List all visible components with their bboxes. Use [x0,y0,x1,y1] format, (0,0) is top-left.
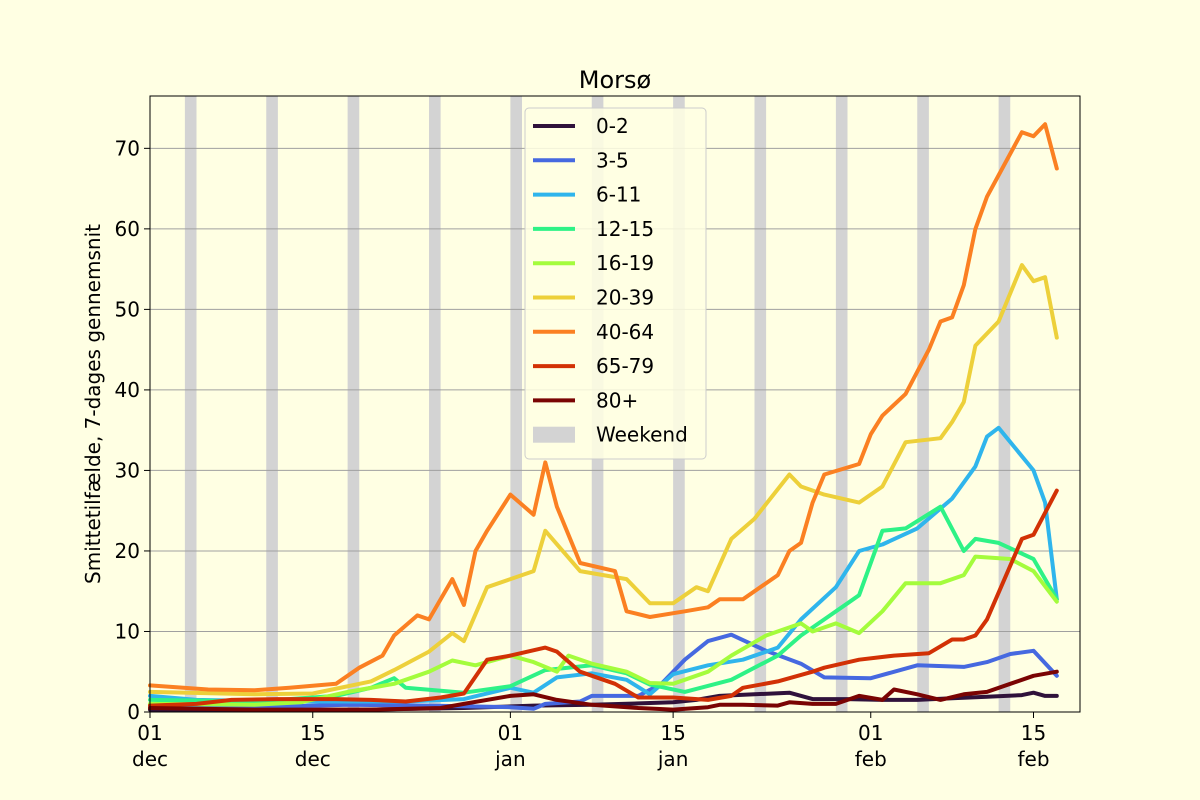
x-tick-label-month: feb [855,747,887,771]
legend-label: Weekend [596,423,688,447]
x-tick-label-month: dec [295,747,331,771]
legend-label: 80+ [596,388,638,412]
y-tick-label: 20 [115,539,140,563]
x-tick-label-day: 15 [660,721,685,745]
y-axis: 0 10 20 30 40 50 60 70 [115,136,150,724]
x-tick-label-day: 15 [1021,721,1046,745]
weekend-band [998,96,1011,712]
legend-label: 40-64 [596,320,654,344]
y-tick-label: 30 [115,458,140,482]
series-line-65-79 [148,488,1059,708]
chart-title: Morsø [579,66,651,94]
weekend-band [347,96,360,712]
series-line-40-64 [148,122,1059,693]
series-line-80+ [148,669,1059,712]
series-line-20-39 [148,263,1059,697]
series-line-16-19 [148,554,1059,707]
weekend-band [429,96,441,712]
legend-label: 0-2 [596,114,629,138]
series-line-6-11 [148,425,1059,704]
legend-label: 3-5 [596,148,629,172]
x-tick-label-day: 01 [498,721,523,745]
y-tick-label: 0 [127,700,140,724]
series-lines [148,122,1059,713]
weekend-band [510,96,522,712]
legend-label: 20-39 [596,286,654,310]
legend-swatch-weekend [533,426,575,443]
x-tick-label-month: feb [1017,747,1049,771]
x-tick-label-month: jan [494,747,526,771]
x-tick-label-day: 15 [300,721,325,745]
y-tick-label: 60 [115,217,140,241]
y-tick-label: 10 [115,619,140,643]
plot-frame [149,95,1081,713]
weekend-band [184,96,197,712]
weekend-band [835,96,848,712]
x-tick-label-month: dec [132,747,168,771]
legend-label: 65-79 [596,354,654,378]
x-tick-label-day: 01 [137,721,162,745]
y-axis-label: Smittetilfælde, 7-dages gennemsnit [81,224,105,584]
legend-label: 12-15 [596,217,654,241]
x-tick-label-day: 01 [858,721,883,745]
y-tick-label: 50 [115,297,140,321]
legend-label: 16-19 [596,251,654,275]
weekend-band [266,96,278,712]
weekend-band [917,96,929,712]
y-tick-label: 40 [115,378,140,402]
y-tick-label: 70 [115,136,140,160]
weekend-band [754,96,767,712]
legend: 0-2 3-5 6-11 12-15 16-19 20-39 40-64 65-79 80+ We… [524,107,707,460]
x-tick-label-month: jan [657,747,689,771]
series-line-3-5 [148,632,1059,711]
legend-label: 6-11 [596,183,641,207]
